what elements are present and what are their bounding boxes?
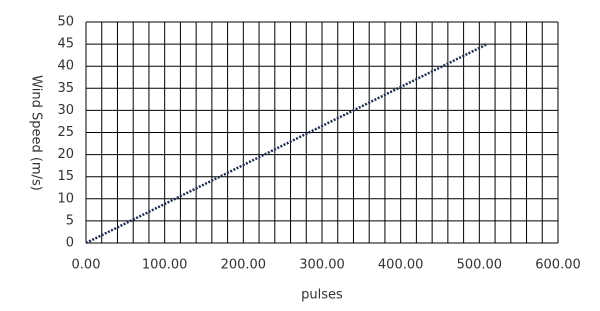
y-tick-label: 15 xyxy=(57,169,74,184)
y-tick-label: 45 xyxy=(57,37,74,52)
x-tick-label: 0.00 xyxy=(72,258,101,273)
data-line xyxy=(85,42,488,245)
x-tick-label: 100.00 xyxy=(142,258,188,273)
x-tick-label: 400.00 xyxy=(378,258,424,273)
x-tick-label: 200.00 xyxy=(221,258,267,273)
y-tick-label: 10 xyxy=(57,191,74,206)
y-tick-label: 40 xyxy=(57,59,74,74)
y-tick-label: 50 xyxy=(57,15,74,30)
x-tick-label: 600.00 xyxy=(535,258,581,273)
y-tick-label: 25 xyxy=(57,125,74,140)
y-tick-label: 0 xyxy=(66,236,74,251)
y-tick-label: 5 xyxy=(66,213,74,228)
y-tick-label: 20 xyxy=(57,147,74,162)
x-tick-label: 500.00 xyxy=(457,258,503,273)
y-axis-label: Wind Speed (m/s) xyxy=(29,75,44,191)
x-tick-label: 300.00 xyxy=(299,258,345,273)
y-tick-label: 35 xyxy=(57,81,74,96)
x-axis-label: pulses xyxy=(301,288,343,303)
y-tick-label: 30 xyxy=(57,103,74,118)
